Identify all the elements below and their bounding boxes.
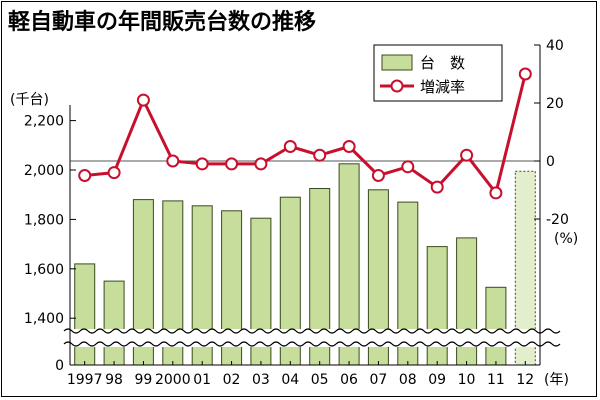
x-tick-label-2000: 2000	[155, 372, 191, 388]
legend-box	[373, 44, 503, 102]
bar-12	[514, 170, 536, 366]
legend: 台 数 増減率	[373, 44, 503, 102]
chart-title: 軽自動車の年間販売台数の推移	[8, 10, 317, 35]
bar-1997	[74, 263, 96, 366]
legend-line-label: 増減率	[420, 78, 465, 96]
line-series	[78, 67, 532, 200]
growth-rate-point-1997	[78, 169, 92, 182]
growth-rate-point-12	[518, 67, 532, 81]
unit-labels: (千台) (%) (年)	[10, 92, 578, 388]
x-tick-label-08: 08	[399, 372, 417, 388]
x-tick-label-07: 07	[370, 372, 388, 388]
bar-98	[103, 280, 125, 366]
right-tick-label: 20	[546, 96, 564, 112]
axis-break-wave-top	[63, 328, 561, 334]
growth-rate-point-01	[195, 157, 209, 171]
right-tick-label: 40	[546, 38, 564, 54]
left-tick-label: 2,000	[24, 163, 64, 179]
growth-rate-point-03	[254, 157, 268, 171]
x-tick-label-98: 98	[105, 372, 123, 388]
x-tick-label-11: 11	[487, 372, 505, 388]
growth-rate-point-05	[313, 148, 327, 162]
x-tick-label-10: 10	[458, 372, 476, 388]
right-tick-label: -20	[546, 212, 569, 228]
left-unit-label: (千台)	[10, 92, 49, 108]
x-tick-label-1997: 1997	[67, 372, 103, 388]
axis-break	[63, 328, 561, 347]
growth-rate-point-04	[283, 140, 297, 153]
growth-rate-point-02	[225, 157, 239, 171]
x-tick-label-06: 06	[340, 372, 358, 388]
left-tick-label: 2,200	[24, 114, 64, 130]
growth-rate-point-07	[371, 169, 385, 182]
x-tick-label-04: 04	[281, 372, 299, 388]
growth-rate-point-11	[489, 186, 503, 200]
growth-rate-point-99	[136, 93, 150, 107]
x-tick-label-12: 12	[516, 372, 534, 388]
legend-bar-label: 台 数	[420, 54, 465, 72]
left-tick-label: 1,400	[24, 311, 64, 327]
x-tick-label-01: 01	[193, 372, 211, 388]
axis-break-band	[64, 329, 546, 347]
right-unit-label: (%)	[554, 231, 578, 247]
growth-rate-point-08	[401, 160, 415, 174]
right-tick-label: 0	[546, 154, 555, 170]
growth-rate-point-2000	[166, 154, 180, 168]
x-unit-label: (年)	[544, 372, 569, 388]
x-tick-label-02: 02	[223, 372, 241, 388]
x-tick-label-03: 03	[252, 372, 270, 388]
growth-rate-point-10	[460, 148, 474, 162]
bar-11	[485, 286, 507, 366]
legend-bar-swatch	[381, 54, 413, 71]
growth-rate-point-09	[430, 180, 444, 194]
x-tick-label-99: 99	[135, 372, 153, 388]
growth-rate-point-06	[342, 140, 356, 153]
left-zero-label: 0	[55, 358, 64, 374]
x-tick-label-05: 05	[311, 372, 329, 388]
x-tick-label-09: 09	[428, 372, 446, 388]
legend-line-marker	[390, 79, 404, 93]
axis-break-wave-bottom	[63, 341, 561, 347]
left-tick-label: 1,600	[24, 262, 64, 278]
growth-rate-point-98	[107, 166, 121, 180]
bar-09	[426, 246, 448, 366]
bar-series	[74, 163, 536, 366]
growth-rate-line	[84, 73, 527, 195]
left-tick-label: 1,800	[24, 212, 64, 228]
